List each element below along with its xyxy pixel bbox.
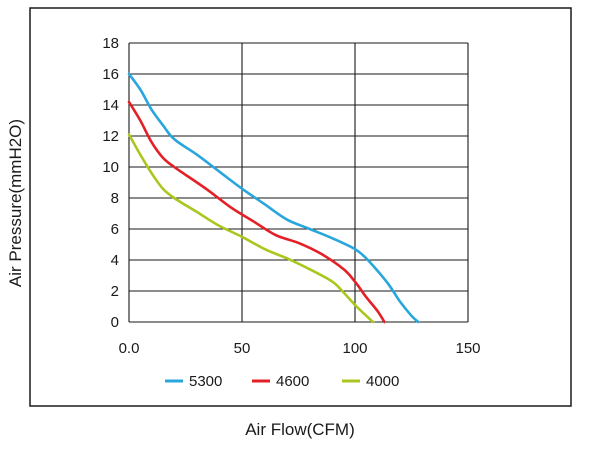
y-tick-label: 2: [111, 283, 119, 300]
x-axis-title: Air Flow(CFM): [245, 420, 355, 439]
y-tick-label: 0: [111, 314, 119, 331]
y-tick-label: 14: [102, 97, 119, 114]
y-tick-label: 4: [111, 252, 119, 269]
x-tick-label: 150: [455, 340, 480, 357]
legend: 5300 4600 4000: [165, 373, 399, 390]
series-line-5300: [127, 72, 420, 324]
y-tick-label: 6: [111, 221, 119, 238]
series-line-4600: [127, 100, 386, 324]
legend-label-5300: 5300: [189, 373, 222, 390]
frame: [29, 7, 572, 407]
y-tick-label: 16: [102, 66, 119, 83]
series-lines: [127, 72, 420, 324]
y-tick-label: 8: [111, 190, 119, 207]
y-tick-labels: 0 2 4 6 8 10 12 14 16 18: [102, 35, 119, 331]
y-tick-label: 18: [102, 35, 119, 52]
x-tick-label: 100: [342, 340, 367, 357]
grid: [128, 42, 469, 323]
y-tick-label: 10: [102, 159, 119, 176]
legend-label-4000: 4000: [366, 373, 399, 390]
x-tick-label: 50: [234, 340, 251, 357]
x-tick-labels: 0.0 50 100 150: [119, 340, 481, 357]
x-tick-label: 0.0: [119, 340, 140, 357]
series-line-4000: [127, 133, 375, 324]
legend-label-4600: 4600: [276, 373, 309, 390]
y-tick-label: 12: [102, 128, 119, 145]
y-axis-title: Air Pressure(mmH2O): [6, 119, 25, 287]
